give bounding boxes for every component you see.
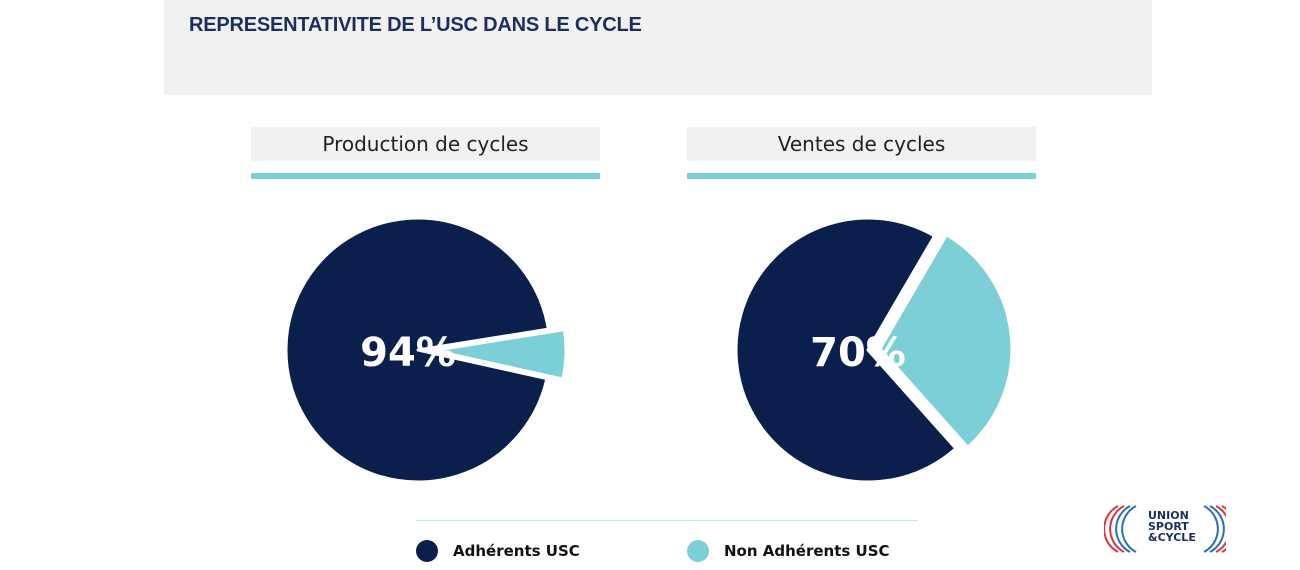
union-sport-cycle-logo: UNION SPORT &CYCLE [1103,500,1237,558]
legend-divider [416,520,918,521]
logo-text: UNION SPORT &CYCLE [1148,510,1196,543]
page-title: REPRESENTATIVITE DE L’USC DANS LE CYCLE [189,14,642,36]
chart-underline-production [251,173,600,179]
pie-slice-non-adherents-ventes [878,233,1014,449]
header-band [164,0,1152,95]
pie-slice-adherents-production [284,216,550,484]
pie-data-label-ventes: 70% [810,330,906,376]
pie-data-label-production: 94% [360,330,456,376]
chart-underline-ventes [687,173,1036,179]
legend-label-non-adherents: Non Adhérents USC [724,542,890,560]
chart-title-production: Production de cycles [251,127,600,161]
legend-item-non-adherents: Non Adhérents USC [687,539,890,563]
pie-slice-non-adherents-production [432,328,568,381]
logo-arcs-icon [1103,505,1237,553]
legend-label-adherents: Adhérents USC [453,542,580,560]
legend-swatch-non-adherents [687,540,709,562]
logo-line-sport: SPORT [1148,520,1189,533]
logo-line-cycle: &CYCLE [1148,531,1196,544]
pie-slice-adherents-ventes [734,216,958,484]
legend-swatch-adherents [416,540,438,562]
legend-item-adherents: Adhérents USC [416,539,580,563]
chart-title-ventes: Ventes de cycles [687,127,1036,161]
logo-line-union: UNION [1148,509,1189,522]
